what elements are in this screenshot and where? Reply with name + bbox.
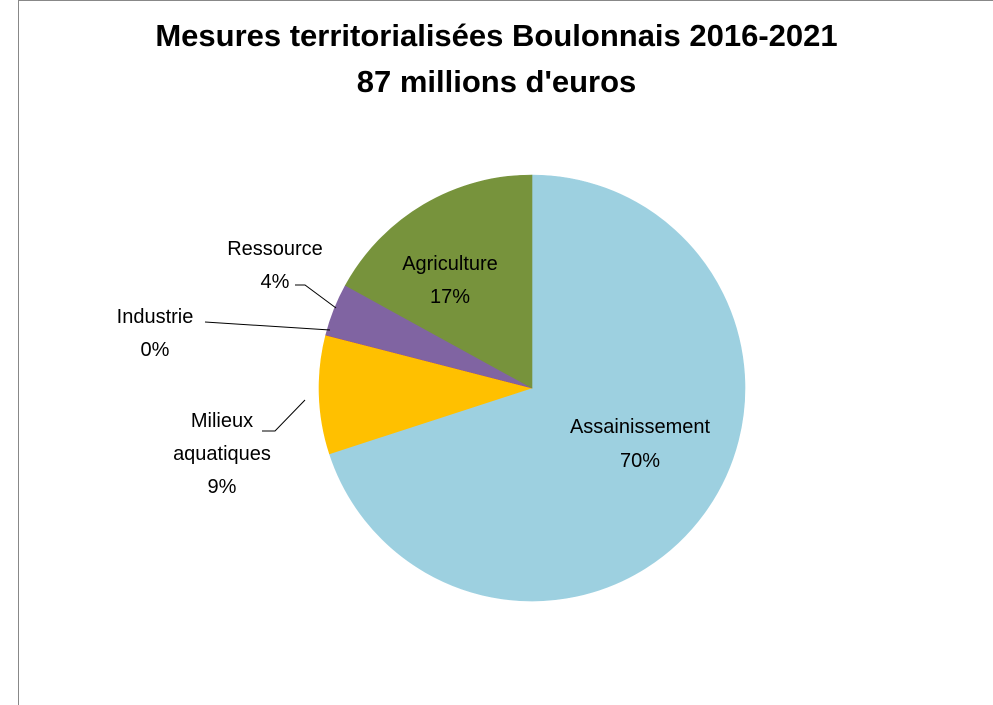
slice-value-label: 17% [429,286,471,308]
leader-line [204,321,331,331]
leader-line [262,399,306,432]
slice-value-label: 4% [260,271,290,293]
chart-subtitle: 87 millions d'euros [356,64,637,99]
slice-value-label: 0% [140,339,170,361]
pie-slice [344,174,533,389]
slice-label: Ressource [227,238,323,260]
slice-label: Milieux aquatiques [173,410,271,465]
pie-slice [318,334,534,455]
pie-slice [329,174,746,602]
chart-border [18,0,993,705]
slice-label: Assainissement [569,416,711,438]
chart-title: Mesures territorialisées Boulonnais 2016… [155,18,838,53]
slice-value-label: 9% [207,476,237,498]
slice-label: Industrie [116,306,194,328]
slice-value-label: 70% [619,450,661,472]
leader-line [295,284,337,309]
slice-label: Agriculture [402,253,498,275]
